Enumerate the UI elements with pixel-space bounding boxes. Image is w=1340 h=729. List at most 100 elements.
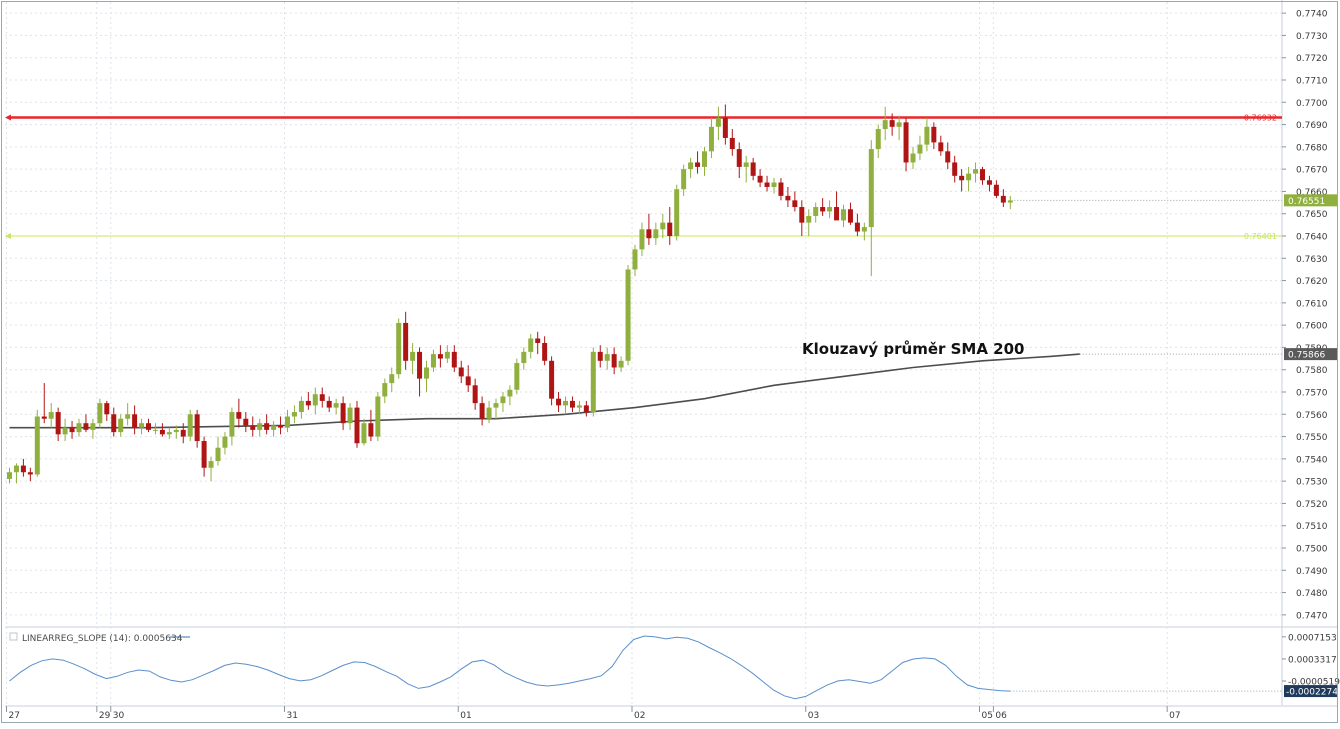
price-tick-label: 0.7600 (1296, 322, 1328, 332)
price-tick-label: 0.7570 (1296, 389, 1328, 399)
bear-candle (438, 354, 443, 358)
price-tick-label: 0.7490 (1296, 567, 1328, 577)
price-tick-label: 0.7560 (1296, 411, 1328, 421)
bear-candle (341, 403, 346, 423)
price-tick-label: 0.7550 (1296, 433, 1328, 443)
bear-candle (473, 385, 478, 403)
bull-candle (709, 127, 714, 152)
bull-candle (77, 423, 82, 432)
bear-candle (21, 466, 26, 473)
bull-candle (118, 419, 123, 432)
bear-candle (306, 401, 311, 405)
bull-candle (139, 423, 144, 427)
bear-candle (355, 408, 360, 444)
bull-candle (375, 396, 380, 436)
bear-candle (751, 162, 756, 175)
bull-candle (14, 466, 19, 473)
bull-candle (633, 249, 638, 269)
bull-candle (500, 396, 505, 403)
bear-candle (695, 162, 700, 166)
bear-candle (1001, 196, 1006, 203)
bear-candle (723, 118, 728, 138)
bear-candle (403, 323, 408, 361)
bull-candle (389, 374, 394, 383)
price-axis: 0.77400.77300.77200.77100.77000.76900.76… (1282, 10, 1328, 622)
bull-candle (410, 352, 415, 361)
indicator-toggle (10, 633, 17, 640)
indicator-tick-label: 0.0003317 (1288, 655, 1337, 665)
bull-candle (688, 162, 693, 169)
bull-candle (63, 428, 68, 435)
bear-candle (264, 423, 269, 430)
bear-candle (584, 405, 589, 412)
bull-candle (1008, 200, 1013, 202)
bear-candle (980, 169, 985, 180)
bull-candle (772, 183, 777, 187)
bull-candle (153, 430, 158, 431)
bull-candle (348, 408, 353, 424)
bear-candle (104, 403, 109, 414)
bull-candle (702, 151, 707, 167)
bear-candle (598, 352, 603, 361)
bear-candle (938, 142, 943, 151)
bear-candle (368, 423, 373, 436)
bear-candle (160, 430, 165, 434)
indicator-line (10, 636, 1011, 699)
bull-candle (229, 412, 234, 437)
bear-candle (542, 343, 547, 361)
support-inline-label: 0.76401 (1244, 232, 1277, 241)
bear-candle (730, 138, 735, 149)
time-tick-label: 07 (1169, 711, 1180, 721)
price-tick-label: 0.7630 (1296, 255, 1328, 265)
price-tick-label: 0.7700 (1296, 99, 1328, 109)
price-tick-label: 0.7650 (1296, 210, 1328, 220)
bull-candle (841, 209, 846, 220)
bull-candle (660, 223, 665, 230)
bear-candle (792, 200, 797, 207)
bull-candle (674, 189, 679, 236)
bull-candle (716, 118, 721, 127)
bull-candle (521, 352, 526, 363)
bull-candle (487, 408, 492, 419)
bear-candle (181, 430, 186, 437)
time-tick-label: 02 (634, 711, 645, 721)
bear-candle (931, 127, 936, 143)
bear-candle (480, 403, 485, 419)
bull-candle (396, 323, 401, 374)
bull-candle (271, 425, 276, 429)
price-tick-label: 0.7480 (1296, 589, 1328, 599)
bear-candle (459, 367, 464, 376)
bear-candle (320, 394, 325, 401)
indicator-name: LINEARREG_SLOPE (14): 0.0005634 (22, 634, 183, 644)
bull-candle (285, 417, 290, 428)
sma-value-flag: 0.75866 (1288, 351, 1325, 361)
price-tick-label: 0.7610 (1296, 299, 1328, 309)
time-tick-label: 06 (995, 711, 1007, 721)
bull-candle (577, 405, 582, 407)
bull-candle (605, 354, 610, 361)
bull-candle (494, 403, 499, 407)
bear-candle (799, 207, 804, 223)
bear-candle (83, 423, 88, 430)
bull-candle (174, 430, 179, 432)
bull-candle (334, 403, 339, 407)
bear-candle (278, 425, 283, 427)
bull-candle (507, 390, 512, 397)
bull-candle (744, 162, 749, 166)
bull-candle (911, 154, 916, 163)
indicator-flag: -0.0002274 (1286, 688, 1338, 698)
grid (5, 0, 1338, 706)
bear-candle (904, 122, 909, 162)
bear-candle (452, 352, 457, 368)
bull-candle (299, 401, 304, 412)
bull-candle (563, 401, 568, 405)
bull-candle (167, 432, 172, 434)
time-tick-label: 31 (287, 711, 298, 721)
bear-candle (556, 399, 561, 406)
bear-candle (535, 339, 540, 343)
bull-candle (97, 403, 102, 423)
bull-candle (626, 269, 631, 360)
